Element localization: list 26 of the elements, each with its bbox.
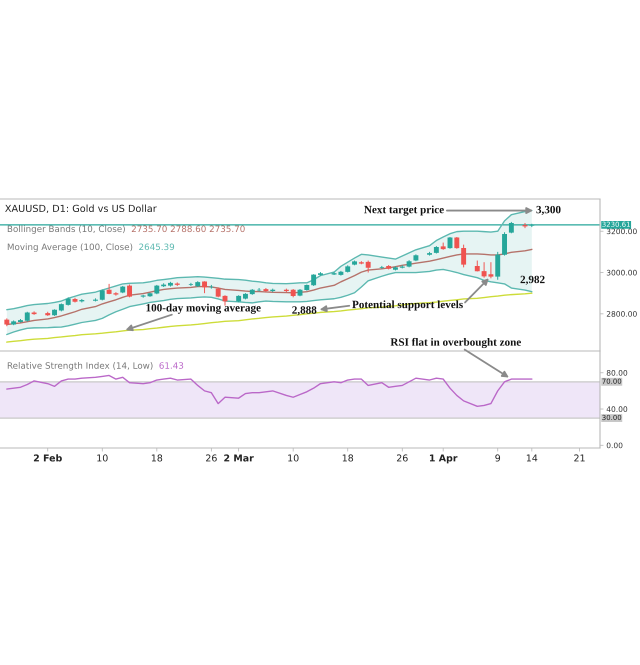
- x-tick-label: 9: [495, 454, 500, 462]
- x-tick-label: 2 Feb: [34, 454, 62, 462]
- annotation: RSI flat in overbought zone: [390, 338, 521, 348]
- annotation: 2,888: [292, 306, 316, 316]
- annotation: Relative Strength Index (14, Low): [8, 362, 153, 371]
- annotation: 2645.39: [139, 244, 174, 250]
- annotation: 2,982: [520, 276, 545, 285]
- annotation: Next target price: [364, 205, 444, 216]
- annotation: 3,300: [536, 206, 561, 215]
- x-tick-label: 26: [206, 454, 217, 462]
- x-tick-label: 1 Apr: [430, 454, 458, 464]
- annotation: Bollinger Bands (10, Close): [8, 225, 125, 234]
- text: XAUUSD, D1: Gold vs US Dollar: [5, 204, 157, 214]
- x-tick-label: 10: [97, 454, 108, 462]
- x-tick-label: 18: [342, 454, 354, 462]
- x-tick-label: 14: [526, 454, 538, 462]
- x-tick-label: 2 Mar: [224, 454, 254, 462]
- annotation: Potential support levels: [352, 300, 463, 310]
- x-tick-label: 26: [396, 454, 408, 462]
- annotation: Moving Average (100, Close): [8, 243, 132, 252]
- x-tick-label: 18: [152, 454, 162, 462]
- x-tick-label: 21: [574, 454, 585, 462]
- annotation: 100-day moving average: [146, 304, 261, 314]
- annotation: 61.43: [159, 362, 184, 369]
- x-tick-label: 10: [288, 454, 299, 462]
- annotation: 2735.70 2788.60 2735.70: [132, 225, 245, 232]
